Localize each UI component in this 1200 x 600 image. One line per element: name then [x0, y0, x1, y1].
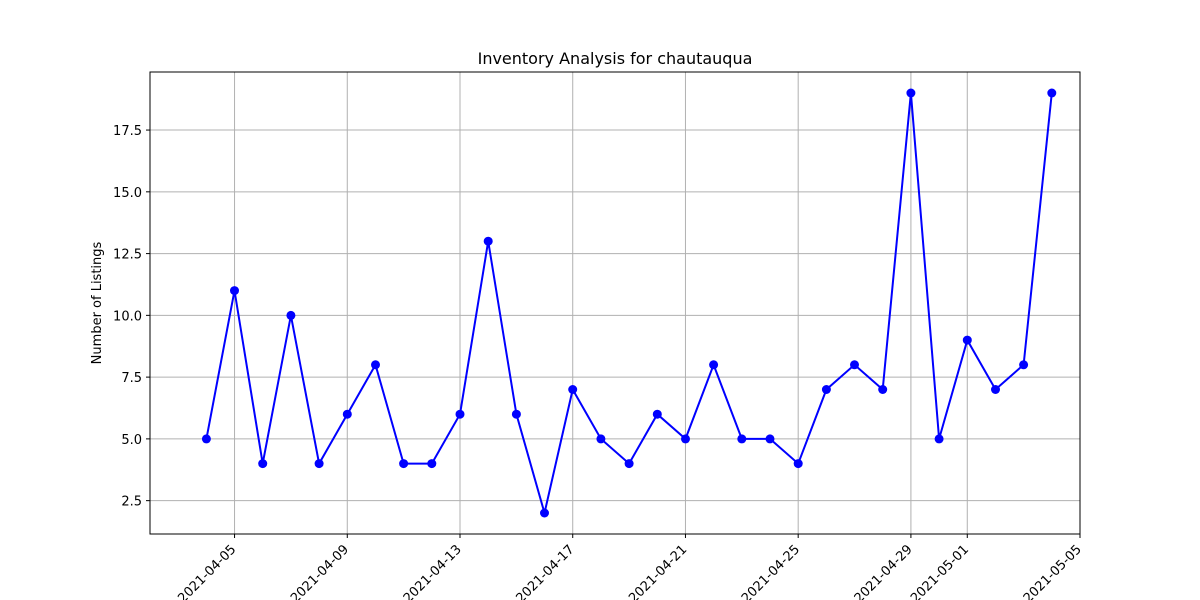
data-point — [455, 409, 465, 419]
data-point — [1047, 88, 1057, 98]
chart-title: Inventory Analysis for chautauqua — [478, 49, 753, 68]
data-point — [371, 360, 380, 370]
data-point — [1019, 360, 1029, 370]
data-point — [850, 360, 859, 370]
data-point — [258, 459, 268, 469]
data-point — [962, 335, 972, 345]
data-point — [511, 409, 521, 419]
data-point — [342, 409, 352, 419]
x-tick-label: 2021-04-09 — [288, 542, 352, 600]
data-point — [230, 286, 239, 296]
data-point — [737, 434, 747, 444]
data-point — [681, 434, 690, 444]
x-tick-label: 2021-04-05 — [175, 542, 239, 600]
data-point — [906, 88, 916, 98]
data-point — [765, 434, 775, 444]
series-line — [205, 92, 1053, 514]
y-axis-ticks: 2.5 5.0 7.5 10.0 12.5 15.0 17.5 — [113, 124, 150, 510]
y-tick-label: 15.0 — [113, 186, 142, 201]
data-point — [878, 385, 888, 394]
data-point — [568, 385, 578, 394]
y-tick-label: 5.0 — [121, 433, 142, 448]
y-tick-label: 10.0 — [113, 309, 142, 324]
y-tick-label: 2.5 — [121, 495, 142, 510]
data-point — [934, 434, 944, 444]
data-point — [201, 434, 211, 444]
data-point — [286, 310, 296, 320]
data-point — [399, 459, 409, 469]
y-tick-label: 7.5 — [121, 371, 142, 386]
y-tick-label: 17.5 — [113, 124, 142, 139]
data-point — [991, 385, 1000, 394]
data-point — [314, 459, 324, 469]
data-point — [427, 459, 437, 469]
y-tick-label: 12.5 — [113, 248, 142, 263]
plot-area-frame — [149, 71, 1081, 535]
data-point — [821, 385, 831, 394]
x-axis-ticks: 2021-04-05 2021-04-09 2021-04-13 2021-04-17… — [175, 534, 1085, 600]
data-points — [201, 88, 1057, 518]
data-point — [709, 360, 719, 370]
x-tick-label: 2021-04-17 — [514, 542, 578, 600]
x-tick-label: 2021-04-25 — [739, 542, 803, 600]
y-axis-title: Number of Listings — [90, 241, 105, 364]
x-tick-label: 2021-04-29 — [852, 542, 916, 600]
x-tick-label: 2021-05-01 — [908, 542, 972, 600]
data-point — [483, 236, 493, 246]
x-tick-label: 2021-05-05 — [1021, 542, 1085, 600]
data-point — [793, 459, 803, 469]
data-point — [596, 434, 606, 444]
data-point — [652, 409, 662, 419]
data-point — [540, 508, 549, 518]
grid-lines — [150, 72, 1081, 534]
x-tick-label: 2021-04-21 — [626, 542, 690, 600]
x-tick-label: 2021-04-13 — [401, 542, 465, 600]
data-point — [624, 459, 634, 469]
